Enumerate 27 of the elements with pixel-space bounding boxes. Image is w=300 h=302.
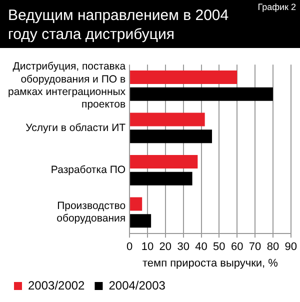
- x-tick-label: 10: [141, 241, 154, 254]
- bar: [130, 155, 198, 169]
- y-tick-label: Разработка ПО: [50, 164, 126, 176]
- x-tick-label: 0: [126, 241, 133, 254]
- chart-title: Ведущим направлением в 2004 году стала дистрибуция: [8, 6, 230, 44]
- x-tick-label: 80: [266, 241, 280, 254]
- x-tick-label: 90: [284, 241, 298, 254]
- x-tick-label: 50: [213, 241, 226, 254]
- text: График 2: [258, 2, 296, 12]
- bar: [130, 87, 273, 101]
- legend-label: 2003/2002: [28, 278, 86, 292]
- x-axis-title: темп прироста выручки, %: [142, 257, 278, 270]
- bar: [130, 214, 152, 228]
- y-tick-label: Дистрибуция, поставка оборудования и ПО в рамках интеграционных проектов: [8, 60, 126, 111]
- x-tick-label: 30: [177, 241, 190, 254]
- bar: [130, 70, 238, 84]
- x-tick-label: 70: [248, 241, 262, 254]
- bar: [130, 172, 192, 186]
- x-tick-label: 40: [195, 241, 208, 254]
- x-tick-label: 60: [230, 241, 244, 254]
- bar: [130, 130, 212, 144]
- y-tick-label: Производство оборудования: [56, 200, 126, 225]
- bar: [130, 197, 142, 211]
- bar: [130, 112, 205, 126]
- legend-label: 2004/2003: [108, 278, 166, 292]
- x-tick-label: 20: [159, 241, 172, 254]
- y-tick-label: Услуги в области ИТ: [26, 122, 126, 134]
